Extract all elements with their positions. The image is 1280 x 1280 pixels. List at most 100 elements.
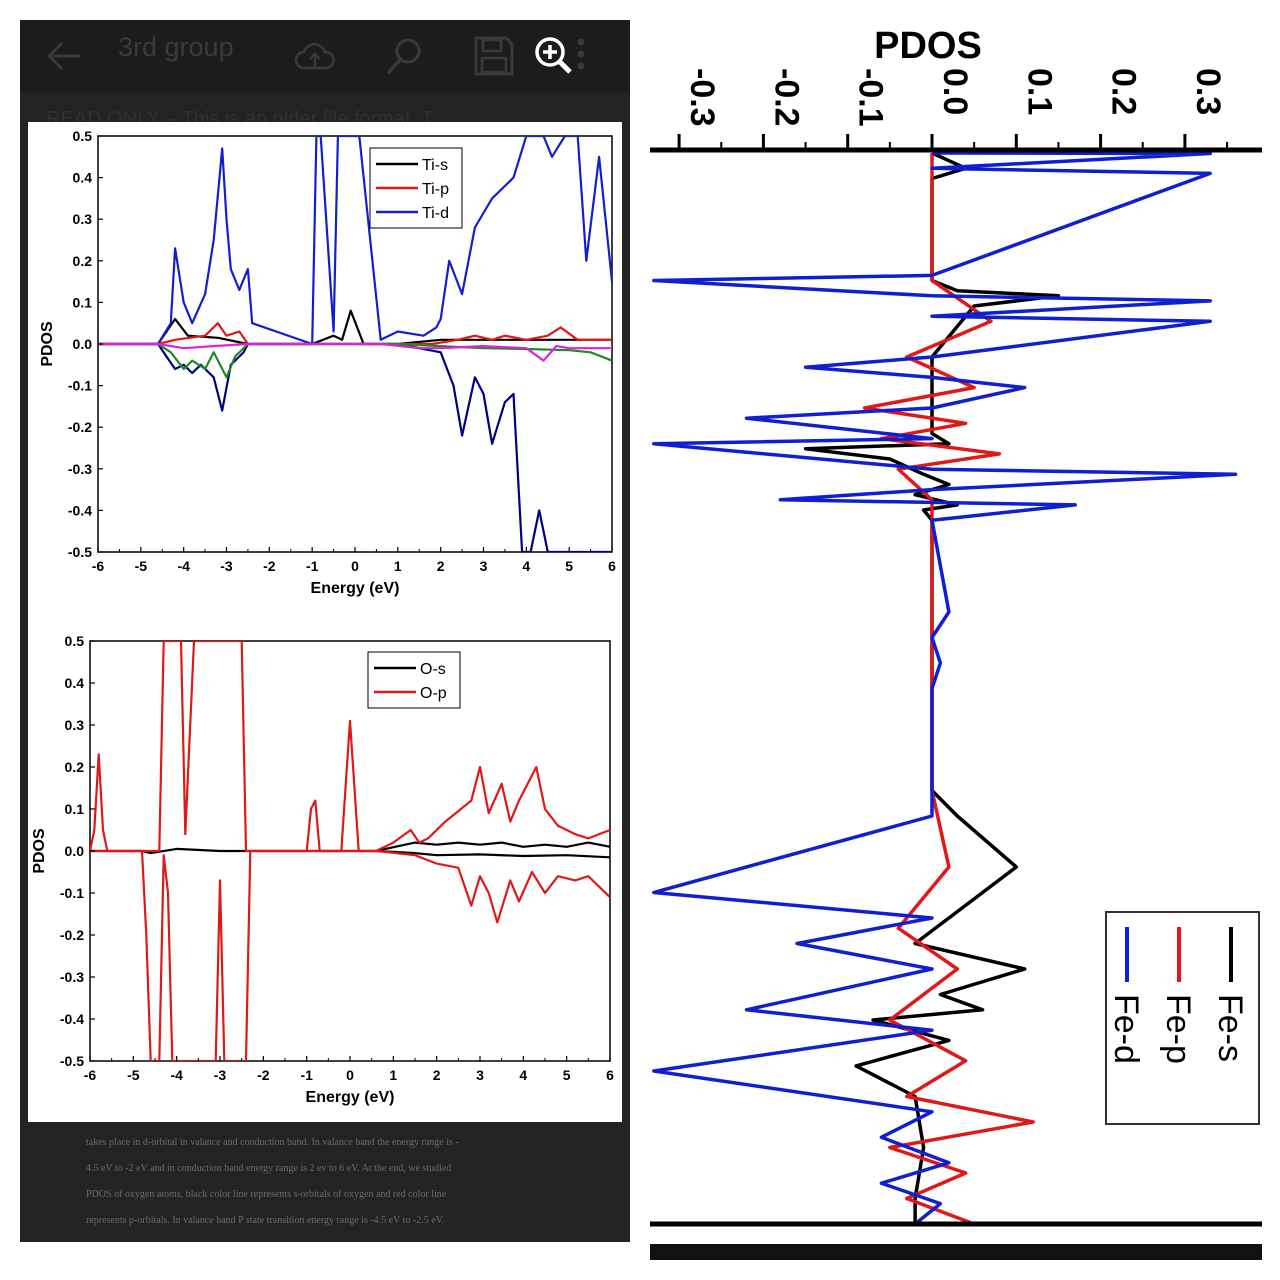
legend-label: Ti-d: [422, 205, 449, 222]
embedded-figure: -6 -5 -4 -3 -2 -1 0 1 2 3 4 5 6 0.5 0.4 0.3 0.2 0.1 0.0 -0.…: [28, 122, 622, 1122]
x-tick-label: 0.2: [1105, 68, 1143, 115]
x-tick-label: -3: [214, 1067, 227, 1083]
legend-label: Ti-p: [422, 181, 449, 198]
y-tick-label: 0.1: [73, 294, 93, 310]
legend-label: O-s: [420, 661, 446, 678]
cloud-upload-icon[interactable]: [292, 34, 338, 78]
o-pdos-chart: -6 -5 -4 -3 -2 -1 0 1 2 3 4 5 6 0.5 0.4 0.3 0.2 0.1 0.0 -0.…: [31, 633, 614, 1106]
x-tick-label: -6: [92, 558, 105, 574]
legend-label: Fe-p: [1159, 994, 1197, 1064]
series-line: [98, 309, 612, 346]
y-tick-label: 0.0: [73, 336, 93, 352]
series-line: [90, 641, 610, 853]
x-axis-label: Energy (eV): [306, 1089, 395, 1106]
series-line: [90, 841, 610, 855]
x-tick-label: 2: [437, 558, 445, 574]
x-tick-label: 4: [522, 558, 530, 574]
fe-pdos-chart: -0.3 -0.2 -0.1 0.0 0.1 0.2 0.3 PDOS Fe-s Fe-p Fe-d: [650, 25, 1262, 1260]
x-tick-label: 0: [351, 558, 359, 574]
x-axis-label: Energy (eV): [311, 580, 400, 597]
y-tick-label: -0.5: [68, 544, 92, 560]
x-tick-label: 5: [565, 558, 573, 574]
fe-pdos-svg: -0.3 -0.2 -0.1 0.0 0.1 0.2 0.3 PDOS Fe-s Fe-p Fe-d: [650, 25, 1262, 1260]
series-line: [98, 342, 612, 362]
y-tick-label: -0.1: [68, 378, 92, 394]
x-tick-label: -6: [84, 1067, 97, 1083]
back-arrow-icon[interactable]: [44, 34, 84, 78]
y-tick-label: -0.2: [60, 927, 84, 943]
y-tick-label: 0.1: [65, 801, 85, 817]
x-tick-label: 4: [519, 1067, 527, 1083]
y-axis-label: PDOS: [31, 828, 48, 874]
series-line: [90, 849, 610, 1061]
y-tick-label: 0.2: [65, 759, 85, 775]
x-tick-label: 0.1: [1020, 68, 1058, 115]
x-tick-label: 5: [563, 1067, 571, 1083]
x-tick-label: -0.2: [767, 68, 805, 127]
x-tick-label: -1: [306, 558, 319, 574]
y-tick-label: 0.3: [65, 717, 85, 733]
y-tick-label: -0.4: [60, 1011, 84, 1027]
doc-line: 4.5 eV to -2 eV and in conduction band e…: [86, 1163, 452, 1174]
series-line: [98, 342, 612, 552]
series-line: [652, 151, 1238, 1226]
y-tick-label: 0.3: [73, 211, 93, 227]
fe-pdos-image: -0.3 -0.2 -0.1 0.0 0.1 0.2 0.3 PDOS Fe-s Fe-p Fe-d: [650, 22, 1262, 1260]
x-tick-label: 2: [433, 1067, 441, 1083]
x-tick-label: 0: [346, 1067, 354, 1083]
series-line: [98, 136, 612, 346]
pdos-figure-svg: -6 -5 -4 -3 -2 -1 0 1 2 3 4 5 6 0.5 0.4 0.3 0.2 0.1 0.0 -0.…: [31, 128, 616, 1106]
ti-pdos-chart: -6 -5 -4 -3 -2 -1 0 1 2 3 4 5 6 0.5 0.4 0.3 0.2 0.1 0.0 -0.…: [39, 128, 616, 597]
y-tick-label: -0.5: [60, 1053, 84, 1069]
series-line: [98, 322, 612, 346]
legend-label: Fe-d: [1107, 994, 1145, 1064]
x-tick-label: -4: [177, 558, 190, 574]
chart-title: PDOS: [874, 25, 982, 67]
y-tick-label: -0.1: [60, 885, 84, 901]
x-tick-label: -0.1: [852, 68, 890, 127]
x-tick-label: -5: [127, 1067, 140, 1083]
x-tick-label: -3: [220, 558, 233, 574]
x-tick-label: -0.3: [683, 68, 721, 127]
doc-line: takes place in d-orbital in valance and …: [86, 1137, 459, 1148]
search-icon[interactable]: [382, 34, 428, 78]
y-axis-label: PDOS: [39, 321, 56, 367]
series-group: [652, 151, 1238, 1226]
series-line: [98, 342, 612, 379]
x-tick-label: 0.3: [1189, 68, 1227, 115]
y-tick-label: 0.4: [65, 675, 85, 691]
x-tick-label: -2: [263, 558, 276, 574]
y-tick-label: 0.0: [65, 843, 85, 859]
y-tick-label: 0.5: [73, 128, 93, 144]
x-tick-label: -2: [257, 1067, 270, 1083]
viewer-toolbar: 3rd group: [20, 20, 630, 92]
x-tick-label: -5: [135, 558, 148, 574]
y-tick-label: 0.4: [73, 170, 93, 186]
pdf-viewer-panel: 3rd group READ ONLY – This is an older f…: [20, 20, 630, 1242]
x-tick-label: 0.0: [936, 68, 974, 115]
y-tick-label: -0.2: [68, 419, 92, 435]
document-title: 3rd group: [118, 32, 234, 62]
y-tick-label: 0.5: [65, 633, 85, 649]
save-icon[interactable]: [472, 34, 516, 78]
doc-line: represents p-orbitals. In valance band P…: [86, 1215, 445, 1226]
x-tick-label: -4: [170, 1067, 183, 1083]
legend-label: O-p: [420, 685, 447, 702]
series-group: [90, 641, 610, 1061]
y-tick-label: -0.4: [68, 502, 92, 518]
x-tick-label: -1: [300, 1067, 313, 1083]
bottom-bar: [650, 1244, 1262, 1260]
y-tick-label: 0.2: [73, 253, 93, 269]
more-vert-icon[interactable]: [574, 34, 588, 78]
x-tick-label: 3: [476, 1067, 484, 1083]
x-tick-label: 3: [480, 558, 488, 574]
legend-label: Ti-s: [422, 157, 448, 174]
document-body-text: takes place in d-orbital in valance and …: [86, 1130, 566, 1234]
legend-label: Fe-s: [1211, 994, 1249, 1062]
zoom-in-icon[interactable]: [530, 34, 576, 78]
doc-line: PDOS of oxygen atoms, black color line r…: [86, 1189, 447, 1200]
x-tick-label: 6: [608, 558, 616, 574]
legend-box: [1105, 911, 1260, 1125]
y-tick-label: -0.3: [60, 969, 84, 985]
x-tick-label: 1: [394, 558, 402, 574]
